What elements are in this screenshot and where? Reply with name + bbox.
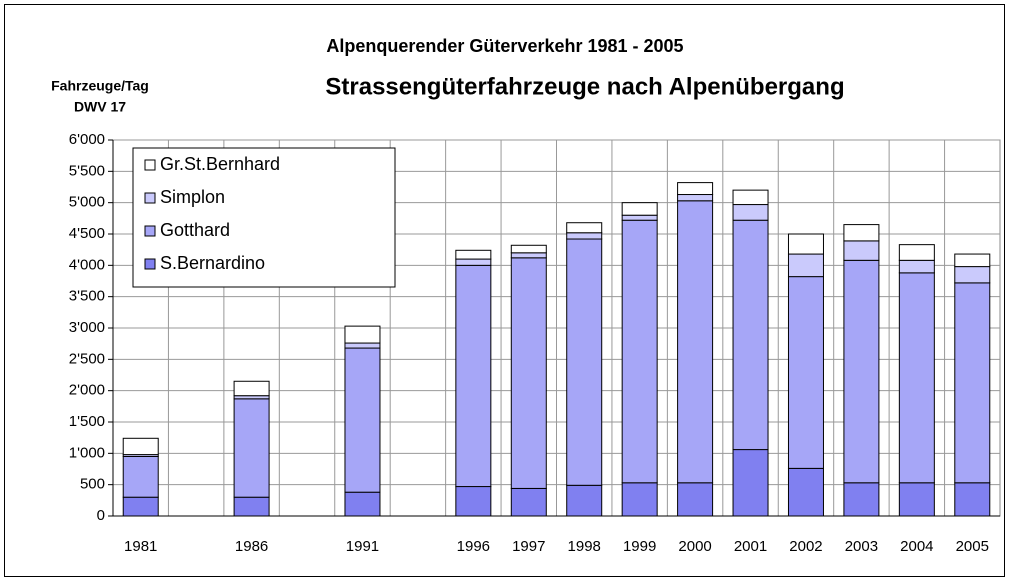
- legend-swatch: [144, 225, 156, 237]
- bar-segment: [566, 238, 603, 486]
- bar-segment: [510, 487, 547, 517]
- y-tick-label: 1'000: [69, 444, 105, 461]
- y-tick-label: 3'500: [69, 288, 105, 305]
- bar-segment: [510, 252, 547, 259]
- x-tick-label: 2004: [900, 538, 933, 555]
- bar-segment: [954, 253, 991, 268]
- chart-subtitle: Strassengüterfahrzeuge nach Alpenübergan…: [325, 73, 844, 100]
- bar-segment: [843, 259, 880, 484]
- bar-segment: [122, 496, 159, 517]
- x-tick-label: 2001: [734, 538, 767, 555]
- bar-segment: [954, 266, 991, 284]
- legend-label: Simplon: [160, 187, 225, 207]
- y-tick-label: 3'000: [69, 319, 105, 336]
- bar-segment: [344, 325, 381, 344]
- x-tick-label: 2000: [678, 538, 711, 555]
- bar-segment: [732, 449, 769, 517]
- bar-segment: [455, 264, 492, 488]
- bar-segment: [787, 467, 824, 517]
- y-tick-label: 2'000: [69, 382, 105, 399]
- legend-swatch: [144, 258, 156, 270]
- x-tick-label: 2002: [789, 538, 822, 555]
- bar-segment: [344, 342, 381, 349]
- y-axis-label: DWV 17: [74, 99, 126, 115]
- bar-segment: [677, 182, 714, 196]
- bar-segment: [677, 482, 714, 517]
- bar-segment: [732, 204, 769, 221]
- bar-segment: [344, 347, 381, 493]
- legend-label: S.Bernardino: [160, 253, 265, 273]
- bar-segment: [898, 244, 935, 261]
- bar-segment: [122, 437, 159, 456]
- y-tick-label: 5'000: [69, 194, 105, 211]
- bar-segment: [344, 491, 381, 517]
- y-tick-label: 500: [80, 476, 105, 493]
- y-tick-label: 1'500: [69, 413, 105, 430]
- bar-segment: [898, 272, 935, 484]
- bar-segment: [898, 482, 935, 517]
- bar-segment: [566, 232, 603, 240]
- bar-segment: [455, 258, 492, 266]
- bar-segment: [621, 219, 658, 484]
- legend-label: Gr.St.Bernhard: [160, 154, 280, 174]
- bar-segment: [566, 484, 603, 517]
- bar-segment: [677, 200, 714, 484]
- bar-segment: [233, 398, 270, 498]
- bar-segment: [233, 380, 270, 397]
- y-tick-label: 4'000: [69, 256, 105, 273]
- bar-segment: [954, 282, 991, 484]
- bar-segment: [621, 202, 658, 216]
- y-axis-label: Fahrzeuge/Tag: [51, 78, 149, 94]
- x-tick-label: 1996: [457, 538, 490, 555]
- legend-swatch: [144, 159, 156, 171]
- bar-segment: [954, 482, 991, 517]
- bar-segment: [621, 482, 658, 517]
- bar-segment: [122, 455, 159, 498]
- bar-segment: [732, 219, 769, 451]
- bar-segment: [843, 240, 880, 261]
- bar-segment: [455, 486, 492, 517]
- chart-title: Alpenquerender Güterverkehr 1981 - 2005: [326, 36, 683, 56]
- bar-segment: [787, 233, 824, 255]
- x-tick-label: 1999: [623, 538, 656, 555]
- y-tick-label: 2'500: [69, 350, 105, 367]
- bar-segment: [455, 249, 492, 260]
- legend-swatch: [144, 192, 156, 204]
- legend-label: Gotthard: [160, 220, 230, 240]
- y-tick-label: 6'000: [69, 131, 105, 148]
- bar-segment: [787, 253, 824, 278]
- x-tick-label: 1981: [124, 538, 157, 555]
- bar-segment: [787, 276, 824, 469]
- bar-segment: [621, 214, 658, 221]
- x-tick-label: 2003: [845, 538, 878, 555]
- bar-segment: [843, 482, 880, 517]
- y-tick-label: 4'500: [69, 225, 105, 242]
- bar-segment: [677, 194, 714, 202]
- bar-segment: [233, 496, 270, 517]
- x-tick-label: 1998: [568, 538, 601, 555]
- bar-segment: [732, 189, 769, 206]
- bar-segment: [843, 224, 880, 242]
- y-tick-label: 5'500: [69, 162, 105, 179]
- y-tick-label: 0: [97, 507, 105, 524]
- x-tick-label: 1997: [512, 538, 545, 555]
- legend-box: [132, 147, 396, 288]
- x-tick-label: 1986: [235, 538, 268, 555]
- bar-segment: [898, 259, 935, 274]
- x-tick-label: 1991: [346, 538, 379, 555]
- bar-segment: [566, 222, 603, 234]
- bar-segment: [510, 257, 547, 489]
- bar-segment: [510, 244, 547, 254]
- x-tick-label: 2005: [956, 538, 989, 555]
